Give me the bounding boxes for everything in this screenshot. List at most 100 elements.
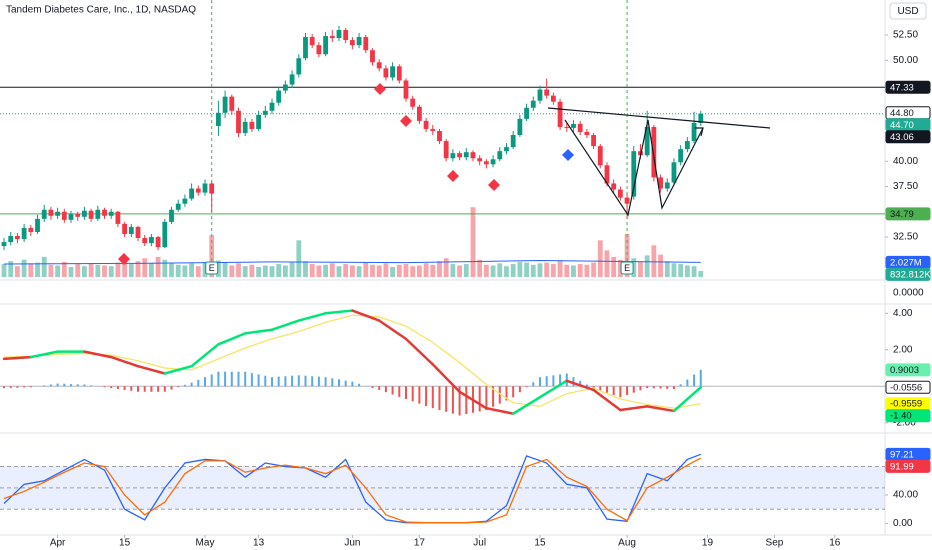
- histogram-bar: [130, 386, 133, 391]
- histogram-bar: [76, 384, 79, 387]
- x-tick-label: 19: [702, 538, 714, 549]
- histogram-bar: [210, 374, 213, 387]
- axis-label: 97.21: [890, 449, 914, 460]
- histogram-bar: [204, 377, 207, 387]
- candle-body: [430, 128, 436, 131]
- volume-bar: [182, 265, 188, 277]
- histogram-bar: [103, 386, 106, 388]
- volume-bar: [75, 264, 81, 277]
- volume-bar: [591, 262, 596, 277]
- candle-body: [88, 210, 94, 219]
- volume-bar: [309, 264, 315, 277]
- candle-body: [450, 153, 456, 159]
- candle-body: [617, 189, 623, 198]
- currency-button[interactable]: [889, 2, 927, 20]
- x-tick-label: 13: [253, 538, 265, 549]
- histogram-bar: [485, 386, 488, 411]
- volume-bar: [517, 261, 523, 277]
- histogram-bar: [672, 386, 675, 390]
- volume-bar: [262, 265, 268, 277]
- candle-body: [698, 113, 704, 123]
- signal-diamond: [400, 115, 412, 127]
- histogram-bar: [110, 386, 113, 389]
- candle-body: [282, 84, 288, 91]
- candle-body: [323, 36, 328, 55]
- candle-body: [329, 36, 335, 39]
- volume-bar: [115, 262, 121, 277]
- candle-body: [48, 209, 54, 216]
- macd-line: [404, 337, 435, 366]
- histogram-bar: [157, 386, 160, 392]
- histogram-bar: [686, 379, 689, 387]
- candle-body: [122, 223, 128, 234]
- macd-line: [538, 379, 569, 399]
- histogram-bar: [458, 386, 461, 416]
- volume-bar: [490, 265, 496, 277]
- macd-line: [109, 355, 140, 368]
- axis-label-box: [885, 380, 931, 394]
- volume-bar: [363, 262, 369, 277]
- candle-body: [370, 50, 375, 63]
- candle-body: [483, 161, 489, 165]
- candle-body: [684, 141, 690, 150]
- volume-bar: [504, 266, 509, 277]
- event-label: E: [624, 263, 630, 273]
- volume-bar: [282, 265, 288, 277]
- axis-label-box: [885, 130, 931, 144]
- histogram-bar: [532, 382, 535, 387]
- volume-bar: [175, 264, 181, 277]
- candle-body: [169, 209, 174, 222]
- candle-body: [189, 188, 195, 199]
- histogram-bar: [16, 386, 19, 388]
- histogram-bar: [337, 379, 340, 387]
- x-tick-label: May: [196, 538, 215, 549]
- macd-line: [324, 309, 354, 315]
- signal-diamond: [488, 179, 500, 191]
- volume-bar: [577, 264, 583, 277]
- histogram-bar: [270, 377, 273, 387]
- y-tick-label: 40.00: [893, 490, 918, 501]
- candle-body: [15, 236, 20, 240]
- volume-bar: [356, 266, 362, 277]
- histogram-bar: [56, 383, 59, 387]
- volume-bar: [28, 263, 34, 277]
- axis-label: -0.0556: [890, 382, 922, 393]
- candle-body: [591, 135, 596, 147]
- candle-body: [276, 90, 282, 103]
- candle-body: [242, 121, 248, 133]
- macd-line: [83, 350, 113, 359]
- candle-body: [678, 149, 684, 163]
- volume-bar: [544, 262, 550, 277]
- candle-body: [550, 95, 556, 102]
- x-tick-label: 15: [119, 538, 131, 549]
- y-tick-label: 37.50: [893, 181, 918, 192]
- macd-line: [565, 379, 595, 392]
- histogram-bar: [498, 386, 501, 404]
- volume-bar: [370, 264, 375, 277]
- candle-body: [68, 213, 74, 220]
- volume-bar: [61, 261, 67, 277]
- histogram-bar: [411, 386, 414, 402]
- candle-body: [383, 68, 389, 78]
- histogram-bar: [23, 386, 26, 388]
- volume-bar: [477, 259, 483, 277]
- candle-body: [82, 210, 87, 217]
- volume-bar: [329, 263, 335, 277]
- histogram-bar: [592, 386, 595, 389]
- volume-bar: [537, 263, 543, 277]
- histogram-bar: [49, 384, 52, 387]
- histogram-bar: [505, 386, 508, 401]
- volume-bar: [102, 265, 107, 277]
- histogram-bar: [646, 386, 649, 389]
- candle-body: [470, 152, 476, 159]
- volume-bar: [664, 261, 670, 277]
- candle-body: [35, 218, 40, 232]
- candle-body: [149, 237, 154, 244]
- candle-body: [544, 89, 550, 96]
- histogram-bar: [585, 384, 588, 387]
- candle-body: [336, 29, 342, 39]
- currency[interactable]: USD: [897, 6, 918, 17]
- y-tick-label: 0.00: [893, 518, 913, 529]
- candle-body: [61, 211, 67, 220]
- candle-body: [604, 165, 610, 184]
